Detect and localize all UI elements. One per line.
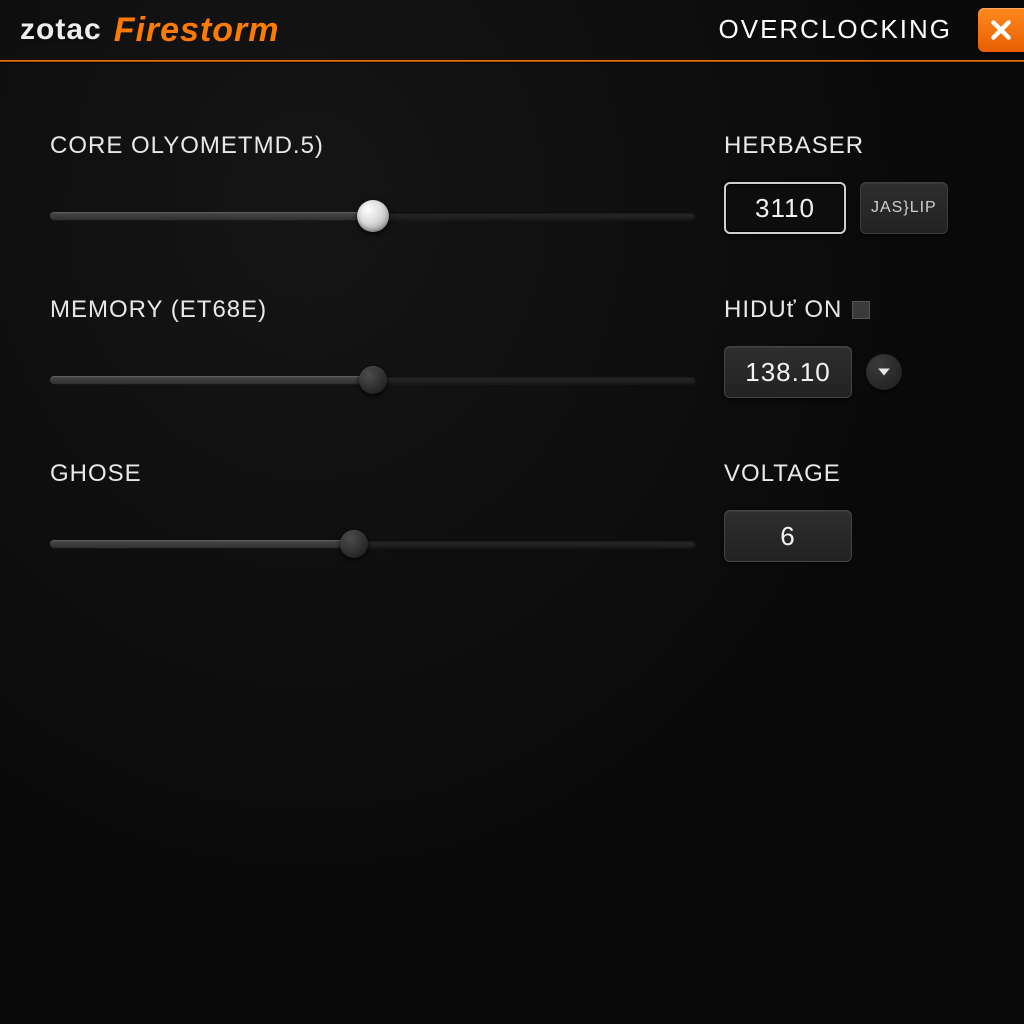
memory-slider[interactable] bbox=[50, 362, 696, 396]
slider-thumb[interactable] bbox=[359, 366, 387, 394]
chevron-down-icon bbox=[877, 365, 891, 379]
core-slider[interactable] bbox=[50, 198, 696, 232]
hidu-on-label: HIDUť ON bbox=[724, 296, 974, 324]
voltage-label: VOLTAGE bbox=[724, 460, 974, 488]
control-row-memory: MEMORY (ET68E) HIDUť ON 138.10 bbox=[50, 296, 974, 398]
page-title: OVERCLOCKING bbox=[719, 14, 953, 45]
core-label: CORE OLYOMETMD.5) bbox=[50, 132, 696, 160]
core-value-box[interactable]: 3110 bbox=[724, 182, 846, 234]
voltage-value-box[interactable]: 6 bbox=[724, 510, 852, 562]
brand-secondary: Firestorm bbox=[114, 11, 280, 50]
control-row-ghose: GHOSE VOLTAGE 6 bbox=[50, 460, 974, 562]
header: zotac Firestorm OVERCLOCKING bbox=[0, 0, 1024, 60]
ghose-label: GHOSE bbox=[50, 460, 696, 488]
slider-fill bbox=[50, 540, 354, 548]
herbaser-label: HERBASER bbox=[724, 132, 974, 160]
ghose-slider[interactable] bbox=[50, 526, 696, 560]
memory-value-box[interactable]: 138.10 bbox=[724, 346, 852, 398]
memory-dropdown-button[interactable] bbox=[866, 354, 902, 390]
slider-fill bbox=[50, 376, 373, 384]
brand-primary: zotac bbox=[20, 13, 102, 47]
slider-fill bbox=[50, 212, 373, 220]
jaslip-button[interactable]: JAS}LIP bbox=[860, 182, 948, 234]
content: CORE OLYOMETMD.5) HERBASER 3110 JAS}LIP bbox=[0, 62, 1024, 562]
control-row-core: CORE OLYOMETMD.5) HERBASER 3110 JAS}LIP bbox=[50, 132, 974, 234]
close-icon bbox=[988, 17, 1014, 43]
slider-thumb[interactable] bbox=[340, 530, 368, 558]
memory-label: MEMORY (ET68E) bbox=[50, 296, 696, 324]
hidu-checkbox[interactable] bbox=[852, 301, 870, 319]
slider-thumb[interactable] bbox=[357, 200, 389, 232]
app-window: zotac Firestorm OVERCLOCKING CORE OLYOME… bbox=[0, 0, 1024, 1024]
close-button[interactable] bbox=[978, 8, 1024, 52]
